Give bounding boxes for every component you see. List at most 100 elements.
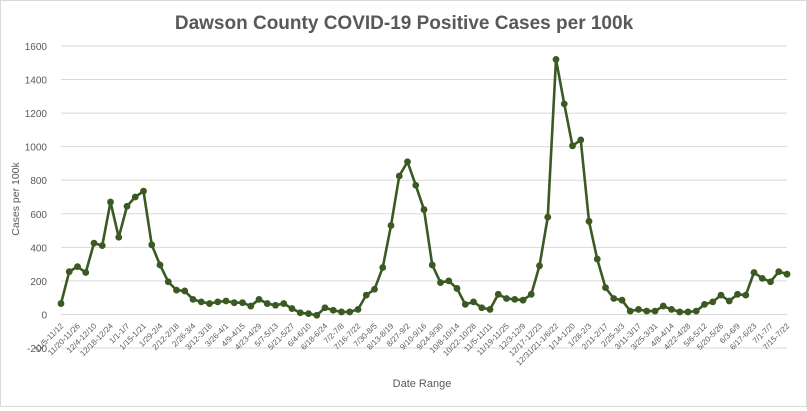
data-point [725,297,733,305]
y-tick-label: 400 [30,243,47,254]
data-point [404,158,411,166]
data-point [189,295,197,303]
data-point [709,298,717,306]
data-point [206,300,213,307]
data-point [593,255,601,263]
data-point [519,296,527,304]
data-point [90,239,98,247]
data-point [338,308,345,316]
data-point [445,277,453,285]
data-point [354,306,362,313]
data-point [437,279,444,286]
data-point [98,242,106,250]
data-point [767,278,774,286]
data-point [214,298,222,306]
data-point [560,100,568,108]
data-point [156,261,164,269]
y-tick-label: 1000 [25,143,48,154]
y-tick-label: 800 [30,176,47,187]
data-point [676,308,684,316]
data-point [296,309,304,317]
data-point [635,306,642,313]
data-point [305,310,312,318]
data-point [610,295,618,302]
data-point [255,295,263,303]
data-point [734,290,741,298]
data-point [115,233,123,241]
data-point [503,295,510,302]
data-point [131,193,139,201]
data-point [626,307,634,315]
data-point [313,311,321,319]
y-axis-label: Cases per 100k [10,161,22,235]
data-point [263,300,271,307]
data-point [461,300,469,308]
y-tick-label: -200 [27,344,47,355]
gridlines [61,45,787,349]
data-point [288,305,296,312]
data-point [453,285,461,292]
data-point [775,268,783,276]
data-point [717,291,725,299]
data-point [420,206,428,213]
data-point [148,241,156,249]
data-point [602,284,609,291]
data-point [107,198,114,206]
data-point [57,300,65,307]
data-point [428,261,436,269]
data-point [371,285,378,293]
y-tick-label: 200 [30,277,47,288]
data-point [123,202,131,210]
data-point [577,136,585,144]
data-point [552,56,560,63]
data-point [280,300,288,307]
y-tick-label: 0 [41,310,47,321]
data-point [395,172,403,180]
data-point [272,301,279,309]
data-point [692,307,700,315]
data-point [65,268,73,276]
y-axis-ticks: -200 0 200 400 600 800 1000 1200 1400 1600 [25,42,48,355]
data-point [362,291,370,299]
y-tick-label: 600 [30,210,47,221]
data-point [742,291,750,299]
chart-title: Dawson County COVID-19 Positive Cases pe… [175,13,634,34]
x-axis-label: Date Range [393,378,452,390]
series-line [59,58,788,317]
data-point [536,262,543,270]
data-point [247,302,255,310]
data-point [527,290,535,298]
data-point [758,274,766,282]
y-tick-label: 1400 [25,76,48,87]
data-point [379,264,387,271]
data-point [569,142,576,150]
data-point [684,308,692,316]
data-point [494,290,502,298]
data-point [486,306,494,313]
y-tick-label: 1600 [25,42,48,53]
data-point [346,308,354,316]
data-point [478,304,486,312]
data-point [651,307,659,315]
data-point [544,213,552,221]
data-point [197,298,205,306]
data-point [74,263,81,271]
data-point [239,299,246,307]
data-point [222,297,230,305]
data-point [783,270,791,278]
series-line-group [57,56,791,319]
data-point [750,269,758,276]
data-point [470,298,477,306]
data-point [329,306,337,314]
data-point [585,217,593,225]
data-point [659,302,667,310]
data-point [668,306,675,313]
data-point [140,187,147,195]
data-point [82,269,90,276]
data-point [181,287,189,295]
data-point [643,307,651,315]
data-point [701,300,708,308]
data-point [173,286,180,294]
